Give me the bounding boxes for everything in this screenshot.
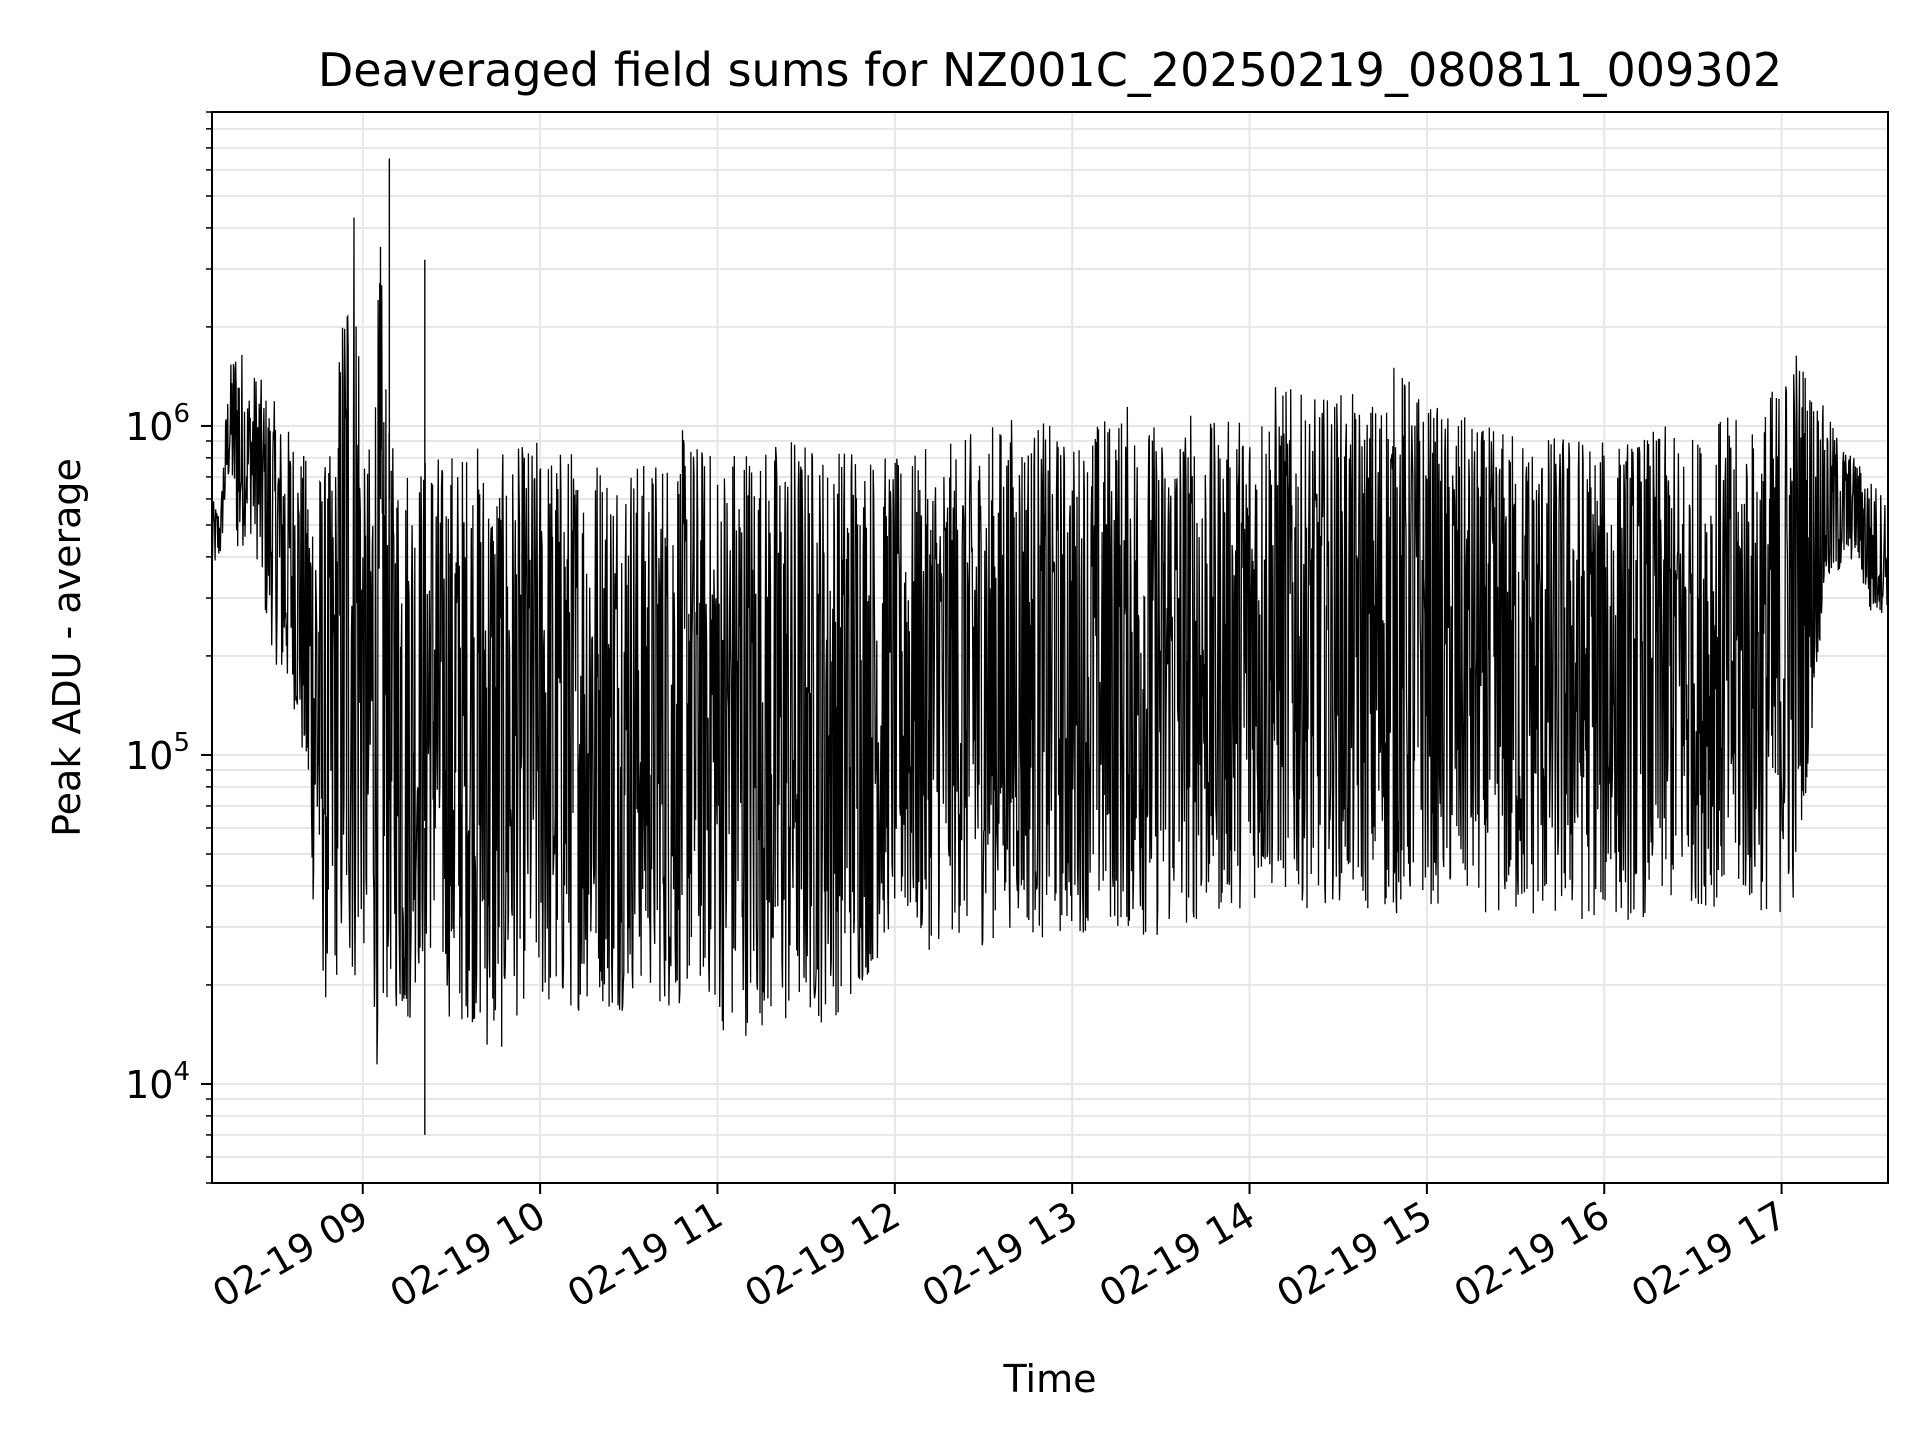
axes-frame [211, 111, 1889, 1184]
chart-title: Deaveraged field sums for NZ001C_2025021… [318, 43, 1782, 97]
series-line [211, 217, 1889, 1065]
plot-area [211, 158, 1889, 1135]
x-axis-label: Time [1003, 1357, 1097, 1401]
y-axis-label: Peak ADU - average [45, 458, 89, 837]
